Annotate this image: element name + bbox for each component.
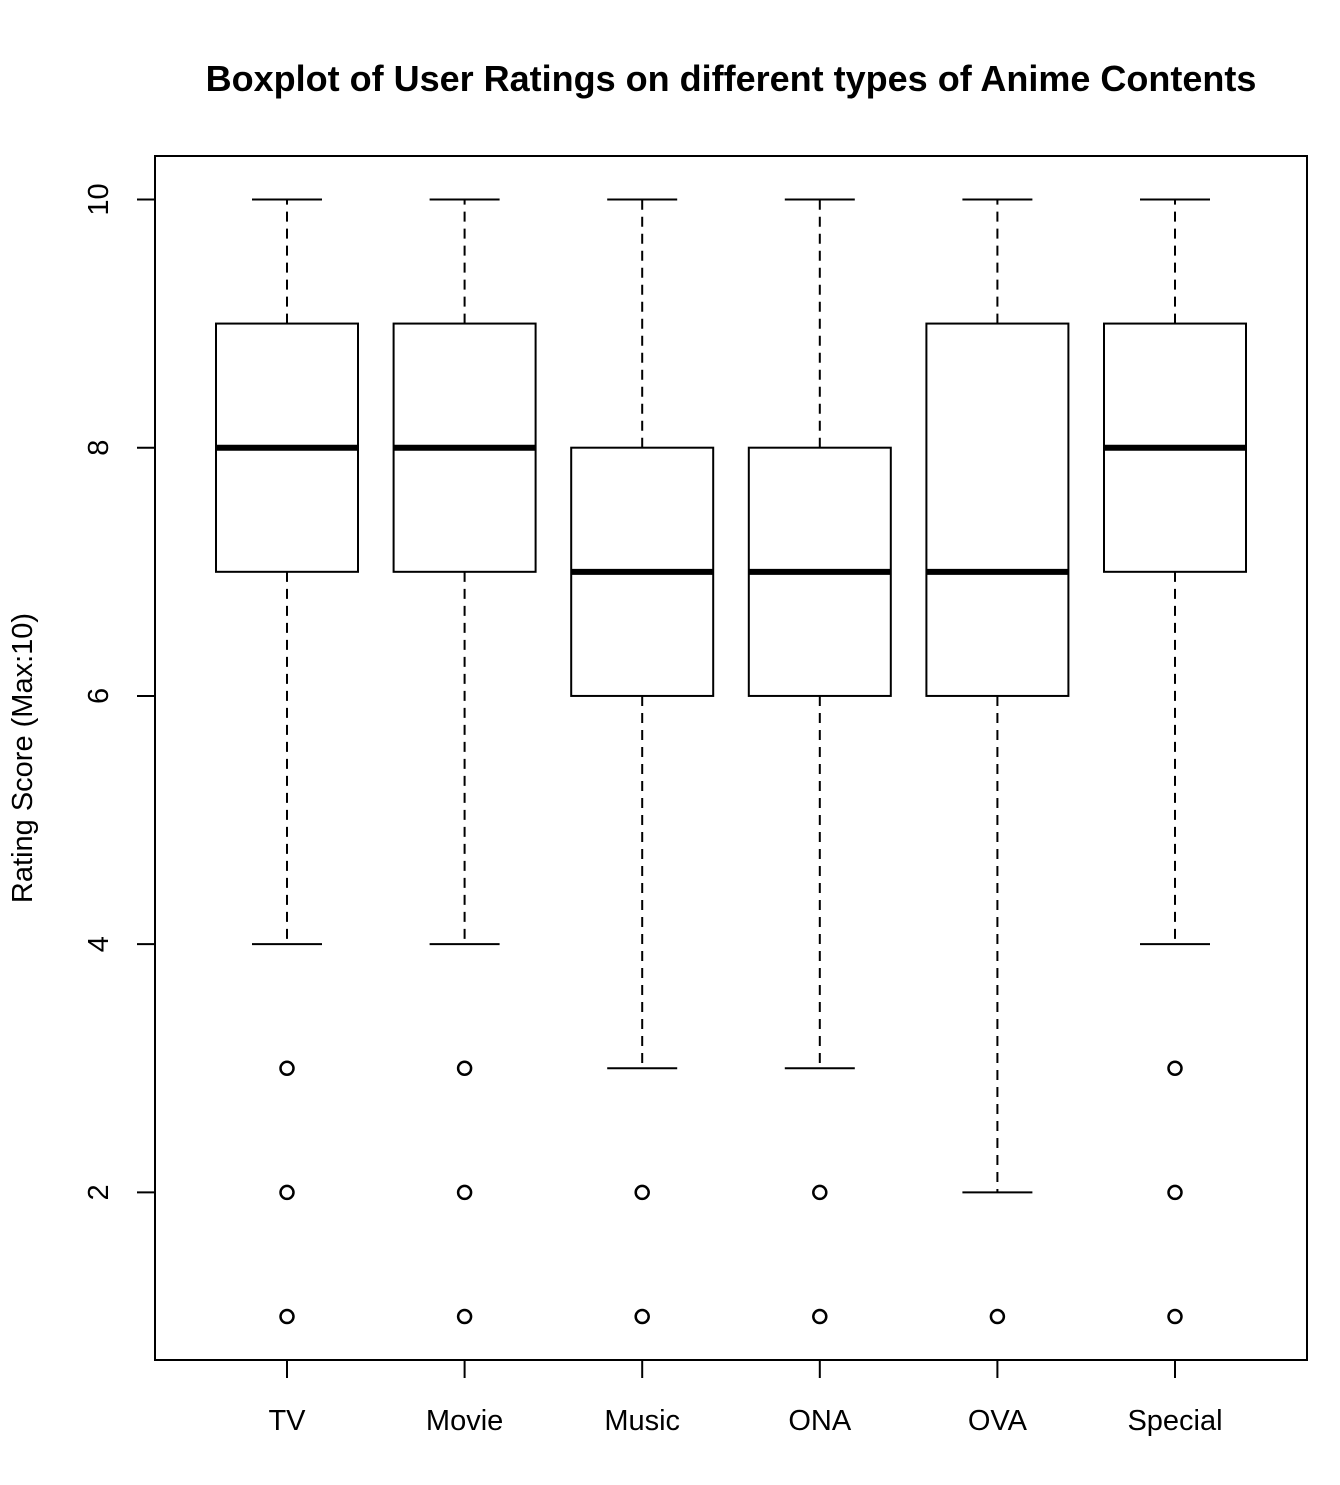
x-tick-label: Music <box>604 1405 680 1437</box>
x-tick-label: OVA <box>968 1405 1028 1437</box>
boxes <box>215 198 1247 1325</box>
outlier-point <box>456 1184 473 1201</box>
y-axis: 2 4 6 8 10 <box>83 183 156 1201</box>
outlier-point <box>456 1308 473 1325</box>
x-tick-label: ONA <box>788 1405 852 1437</box>
box-ova <box>925 198 1070 1325</box>
chart-title: Boxplot of User Ratings on different typ… <box>205 58 1257 99</box>
box-iqr <box>925 322 1070 697</box>
box-music <box>570 198 715 1325</box>
x-tick-label: TV <box>268 1405 306 1437</box>
outlier-point <box>1167 1184 1183 1201</box>
x-axis: TV Movie Music ONA OVA Special <box>268 1359 1223 1437</box>
outlier-point <box>456 1060 473 1077</box>
outlier-point <box>279 1308 295 1325</box>
box-movie <box>392 198 537 1325</box>
y-tick-label: 6 <box>83 688 115 704</box>
box-special <box>1103 198 1247 1325</box>
outlier-point <box>634 1308 650 1325</box>
x-tick-label: Special <box>1127 1405 1222 1437</box>
outlier-point <box>279 1060 295 1077</box>
y-tick-label: 4 <box>83 936 115 952</box>
outlier-point <box>1167 1308 1183 1325</box>
outlier-point <box>812 1184 828 1201</box>
outlier-point <box>634 1184 650 1201</box>
y-tick-label: 2 <box>83 1184 115 1200</box>
outlier-point <box>279 1184 295 1201</box>
box-ona <box>747 198 892 1325</box>
box-tv <box>215 198 359 1325</box>
y-axis-label: Rating Score (Max:10) <box>7 613 39 903</box>
x-tick-label: Movie <box>426 1405 503 1437</box>
outlier-point <box>812 1308 828 1325</box>
outlier-point <box>1167 1060 1183 1077</box>
y-tick-label: 10 <box>83 183 115 215</box>
y-tick-label: 8 <box>83 440 115 456</box>
outlier-point <box>989 1308 1006 1325</box>
